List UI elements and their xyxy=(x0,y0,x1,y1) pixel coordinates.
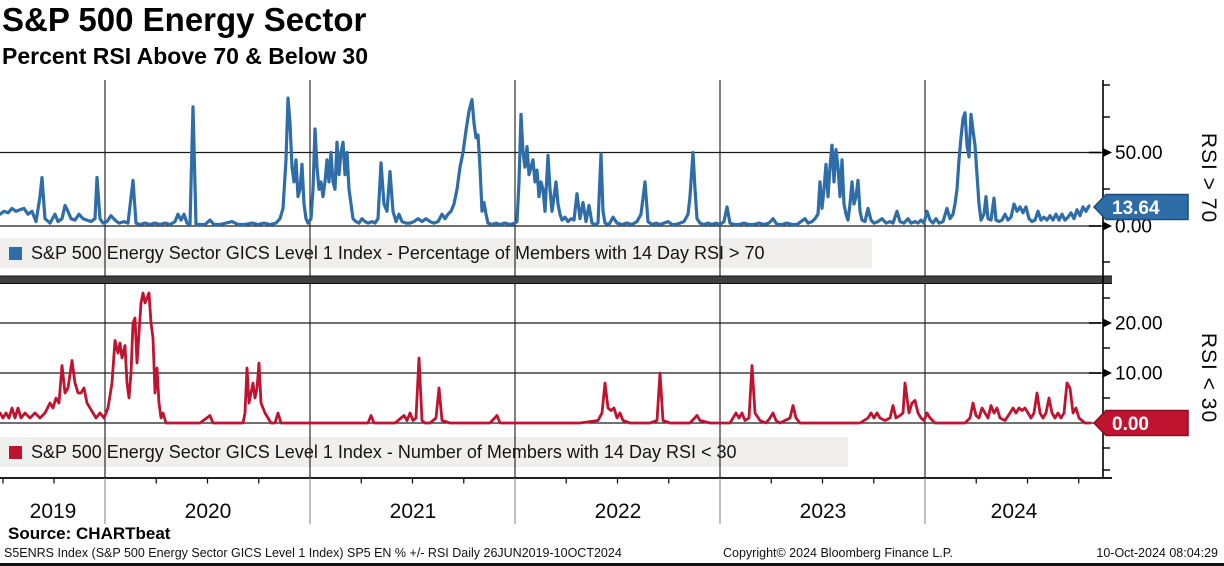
legend-bottom-panel: S&P 500 Energy Sector GICS Level 1 Index… xyxy=(0,437,848,467)
tick-arrow-50 xyxy=(1103,148,1112,157)
badge-bottom-value: 0.00 xyxy=(1112,414,1149,435)
footer: S5ENRS Index (S&P 500 Energy Sector GICS… xyxy=(0,546,1224,563)
top-plot-area[interactable] xyxy=(0,80,1103,276)
footer-timestamp: 10-Oct-2024 08:04:29 xyxy=(1096,546,1218,560)
bottom-edge-bar xyxy=(0,563,1224,566)
gridlines-horizontal xyxy=(0,151,1103,424)
blue-series-legend-marker xyxy=(9,246,22,260)
legend-top-label: S&P 500 Energy Sector GICS Level 1 Index… xyxy=(31,243,765,264)
year-label: 2021 xyxy=(390,500,437,523)
series-line-bottom xyxy=(0,291,1092,425)
series-rsi-above-70 xyxy=(0,96,1091,227)
chart-canvas: 50.00 0.00 20.00 10.00 13.64 0.00 RSI > … xyxy=(0,80,1220,524)
right-axis-minor-ticks xyxy=(1103,84,1110,471)
year-label: 2023 xyxy=(800,500,847,523)
year-label: 2019 xyxy=(30,500,77,523)
series-line-top xyxy=(0,96,1091,227)
last-value-badge-top: 13.64 xyxy=(1092,193,1189,221)
tick-arrow-20 xyxy=(1103,318,1112,328)
badge-bottom-shape xyxy=(1092,409,1189,437)
bottom-plot-area[interactable] xyxy=(0,283,1103,478)
panel-separator xyxy=(0,276,1112,284)
tick-label-0-top: 0.00 xyxy=(1115,217,1152,238)
page-title: S&P 500 Energy Sector xyxy=(2,1,367,38)
year-label: 2024 xyxy=(991,500,1038,523)
source-label: Source: CHARTbeat xyxy=(8,524,171,543)
side-label-rsi-below-30: RSI < 30 xyxy=(1197,333,1220,423)
footer-copyright: Copyright© 2024 Bloomberg Finance L.P. xyxy=(723,546,953,560)
year-label: 2022 xyxy=(595,500,642,523)
last-value-badge-bottom: 0.00 xyxy=(1092,409,1189,437)
legend-top-panel: S&P 500 Energy Sector GICS Level 1 Index… xyxy=(0,238,872,268)
red-series-legend-marker xyxy=(9,445,22,459)
tick-label-50: 50.00 xyxy=(1115,143,1163,164)
page-subtitle: Percent RSI Above 70 & Below 30 xyxy=(2,43,369,69)
badge-top-shape xyxy=(1092,193,1189,221)
x-axis-year-separators xyxy=(104,478,926,524)
right-axis-major-ticks xyxy=(1089,148,1112,378)
year-label: 2020 xyxy=(185,500,232,523)
tick-arrow-10 xyxy=(1103,368,1112,378)
tick-label-10: 10.00 xyxy=(1115,364,1163,385)
legend-bottom-label: S&P 500 Energy Sector GICS Level 1 Index… xyxy=(31,442,737,463)
x-axis-quarter-ticks xyxy=(2,478,1080,484)
side-label-rsi-above-70: RSI > 70 xyxy=(1197,133,1220,223)
tick-label-20: 20.00 xyxy=(1115,314,1163,335)
badge-top-value: 13.64 xyxy=(1112,198,1160,219)
footer-ticker-info: S5ENRS Index (S&P 500 Energy Sector GICS… xyxy=(4,546,622,560)
x-axis-year-labels: 2019 2020 2021 2022 2023 2024 xyxy=(30,500,1038,523)
tick-arrow-0-top xyxy=(1103,221,1112,231)
series-rsi-below-30 xyxy=(0,291,1092,425)
